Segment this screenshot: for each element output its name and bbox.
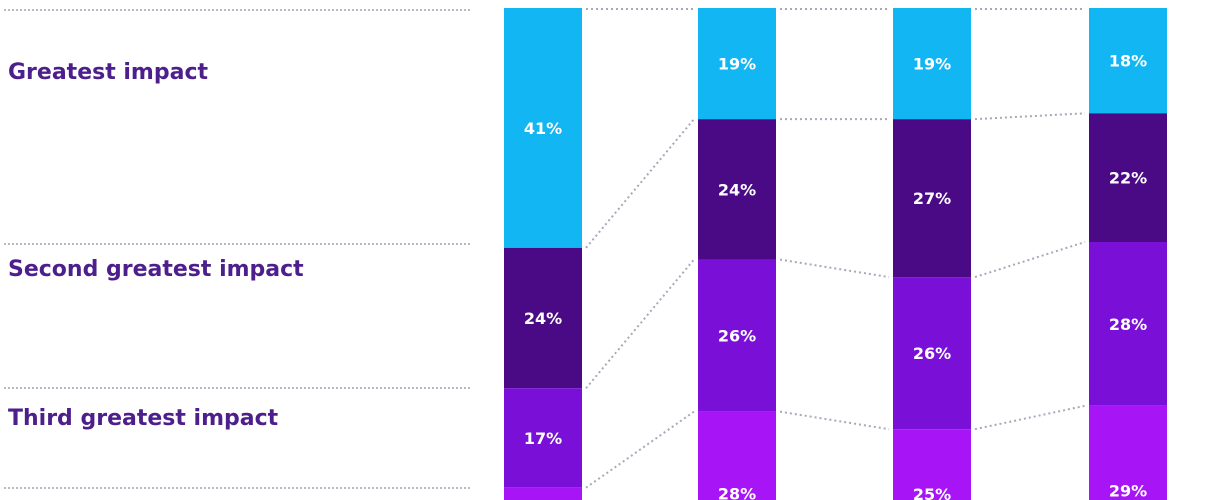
bar-3-second <box>893 119 971 278</box>
bar-1-greatest <box>504 8 582 248</box>
connector-2-3 <box>779 410 890 431</box>
row-label-greatest-impact: Greatest impact <box>8 60 208 85</box>
bar-4-greatest <box>1089 8 1167 114</box>
connector-2-2 <box>779 258 890 279</box>
bar-2-fourth <box>698 411 776 500</box>
value-label-2-fourth: 28% <box>718 485 756 500</box>
bar-1-fourth <box>504 487 582 500</box>
row-divider-second <box>4 243 470 245</box>
bar-2-second <box>698 119 776 260</box>
bar-3-greatest <box>893 8 971 120</box>
value-label-1-greatest: 41% <box>524 119 562 138</box>
connector-1-2 <box>585 258 695 389</box>
connector-3-1 <box>974 112 1086 121</box>
value-label-4-second: 22% <box>1109 169 1147 188</box>
bar-4-fourth <box>1089 405 1167 500</box>
connector-3-2 <box>974 241 1086 279</box>
bar-3-fourth <box>893 429 971 500</box>
bar-4-second <box>1089 113 1167 242</box>
value-label-2-greatest: 19% <box>718 55 756 74</box>
bar-4-third <box>1089 242 1167 406</box>
value-label-3-second: 27% <box>913 189 951 208</box>
connector-1-3 <box>585 410 695 489</box>
row-divider-third <box>4 387 470 389</box>
value-label-1-third: 17% <box>524 429 562 448</box>
row-divider-top <box>4 9 470 11</box>
bar-1-third <box>504 388 582 488</box>
row-divider-bottom <box>4 487 470 489</box>
bar-2-third <box>698 259 776 412</box>
value-label-3-greatest: 19% <box>913 55 951 74</box>
value-label-2-third: 26% <box>718 327 756 346</box>
value-label-3-third: 26% <box>913 344 951 363</box>
value-label-3-fourth: 25% <box>913 485 951 500</box>
row-label-third-greatest-impact: Third greatest impact <box>8 406 279 431</box>
bar-3-third <box>893 277 971 430</box>
row-label-second-greatest-impact: Second greatest impact <box>8 257 304 282</box>
value-label-4-fourth: 29% <box>1109 482 1147 500</box>
connector-1-1 <box>585 118 695 249</box>
bar-1-second <box>504 247 582 389</box>
connector-3-3 <box>974 404 1086 431</box>
bar-2-greatest <box>698 8 776 120</box>
value-label-1-second: 24% <box>524 309 562 328</box>
value-label-4-greatest: 18% <box>1109 52 1147 71</box>
value-label-2-second: 24% <box>718 180 756 199</box>
value-label-4-third: 28% <box>1109 315 1147 334</box>
